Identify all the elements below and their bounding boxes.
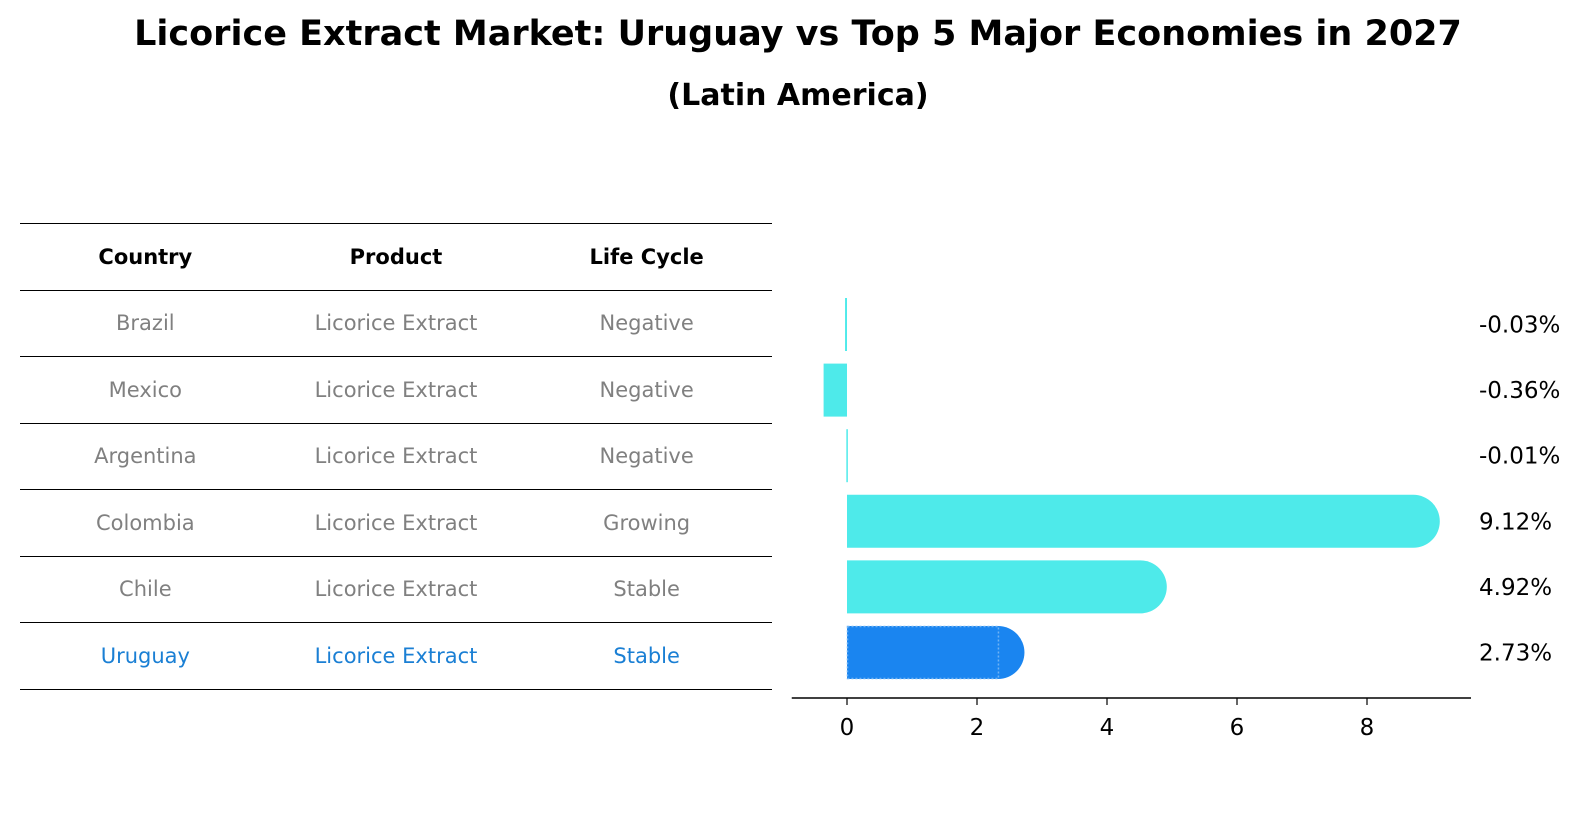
bars-layer	[823, 298, 1440, 680]
x-tick-label: 0	[840, 715, 855, 741]
country-cell: Colombia	[20, 489, 271, 556]
product-cell: Licorice Extract	[270, 555, 522, 623]
table-row: Brazil Licorice Extract Negative	[20, 289, 772, 357]
bar-highlight-outline	[846, 625, 1000, 680]
country-cell: Chile	[20, 555, 271, 623]
chart-title: Licorice Extract Market: Uruguay vs Top …	[134, 14, 1462, 54]
life-cycle-cell: Growing	[521, 489, 772, 556]
value-label: 2.73%	[1479, 641, 1552, 667]
product-cell: Licorice Extract	[270, 622, 522, 690]
country-cell: Argentina	[20, 422, 271, 490]
life-cycle-cell: Stable	[521, 555, 772, 623]
value-label: -0.36%	[1479, 378, 1560, 404]
bar-brazil	[845, 298, 847, 351]
market-table: Country Product Life Cycle Brazil Licori…	[20, 223, 772, 690]
table-row: Colombia Licorice Extract Growing	[20, 489, 772, 556]
table-header-row: Country Product Life Cycle	[20, 223, 772, 290]
column-header-product: Product	[270, 223, 522, 290]
x-tick-label: 6	[1230, 715, 1245, 741]
market-table-container: Country Product Life Cycle Brazil Licori…	[20, 223, 772, 690]
chart-subtitle: (Latin America)	[667, 78, 929, 113]
column-header-country: Country	[20, 223, 271, 290]
bar-mexico	[823, 363, 847, 417]
bar-colombia	[847, 494, 1440, 548]
life-cycle-cell: Stable	[521, 622, 772, 690]
life-cycle-cell: Negative	[521, 356, 772, 423]
table-row: Mexico Licorice Extract Negative	[20, 356, 772, 423]
table-row: Chile Licorice Extract Stable	[20, 555, 772, 623]
value-label: -0.01%	[1479, 444, 1560, 470]
bar-argentina	[846, 429, 848, 483]
country-cell: Brazil	[20, 289, 271, 357]
column-header-life-cycle: Life Cycle	[521, 223, 772, 290]
x-tick-label: 8	[1360, 715, 1375, 741]
value-label: 4.92%	[1479, 575, 1552, 601]
table-row-highlighted: Uruguay Licorice Extract Stable	[20, 622, 772, 690]
life-cycle-cell: Negative	[521, 422, 772, 490]
product-cell: Licorice Extract	[270, 289, 522, 357]
x-tick-label: 2	[970, 715, 985, 741]
value-label: 9.12%	[1479, 509, 1552, 535]
product-cell: Licorice Extract	[270, 422, 522, 490]
x-tick-label: 4	[1100, 715, 1115, 741]
bar-chile	[847, 560, 1167, 614]
value-labels-layer: -0.03% -0.36% -0.01% 9.12% 4.92% 2.73%	[1479, 313, 1560, 667]
product-cell: Licorice Extract	[270, 356, 522, 423]
life-cycle-cell: Negative	[521, 289, 772, 357]
bar-uruguay	[847, 626, 1025, 679]
country-cell: Uruguay	[20, 622, 271, 690]
country-cell: Mexico	[20, 356, 271, 423]
product-cell: Licorice Extract	[270, 489, 522, 556]
table-row: Argentina Licorice Extract Negative	[20, 422, 772, 490]
value-label: -0.03%	[1479, 313, 1560, 339]
x-axis: 0 2 4 6 8	[791, 697, 1471, 741]
